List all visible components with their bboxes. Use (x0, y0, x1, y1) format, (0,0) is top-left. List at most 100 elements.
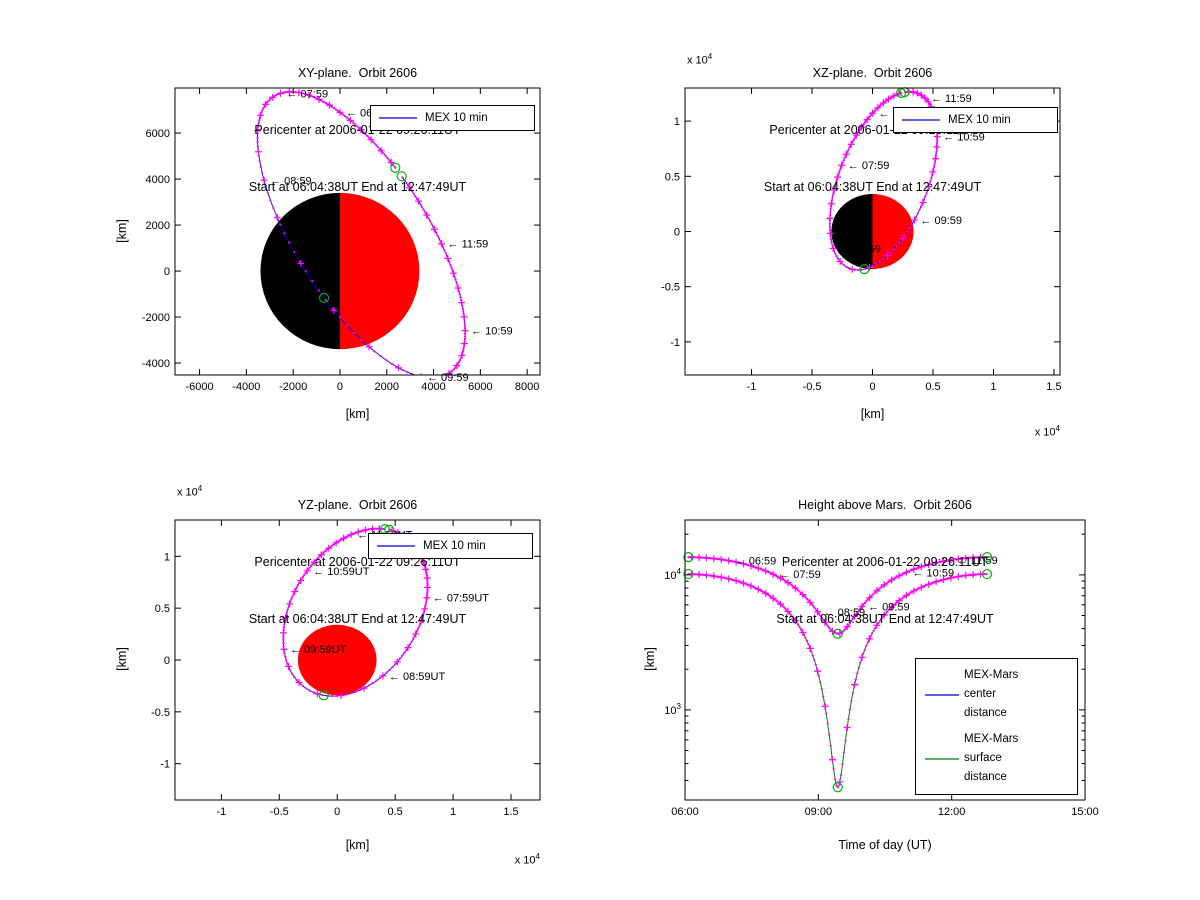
ten-min-marker (777, 574, 785, 582)
orbit-dot-marker (257, 125, 260, 128)
ten-min-marker (732, 558, 740, 566)
ten-min-marker (387, 158, 395, 166)
orbit-dot-marker (371, 682, 375, 685)
orbit-dot-marker (835, 180, 838, 183)
ten-min-marker (919, 199, 927, 207)
orbit-dot-marker (343, 114, 346, 117)
ten-min-marker (858, 653, 866, 661)
curve-dot-marker (850, 619, 853, 622)
orbit-dot-marker (304, 571, 307, 575)
orbit-dot-marker (410, 372, 414, 375)
orbit-dot-marker (419, 203, 422, 206)
title-line: Height above Mars. Orbit 2606 (798, 498, 972, 512)
event-marker (859, 264, 870, 275)
title-line: Start at 06:04:38UT End at 12:47:49UT (248, 180, 467, 194)
orbit-dot-marker (842, 264, 845, 267)
orbit-dot-marker (338, 316, 342, 319)
orbit-dot-marker (392, 164, 395, 167)
ten-min-marker (315, 96, 323, 104)
orbit-dot-marker (298, 581, 301, 585)
curve-dot-marker (828, 626, 831, 629)
ten-min-marker (762, 589, 770, 597)
ten-min-marker (279, 629, 287, 637)
curve-dot-marker (835, 784, 838, 787)
curve-dot-marker (804, 636, 807, 639)
ten-min-marker (325, 544, 333, 552)
tick-label: -0.5 (803, 381, 822, 393)
curve-dot-marker (842, 629, 846, 632)
ten-min-marker (357, 126, 365, 134)
ten-min-marker (361, 526, 369, 534)
orbit-dot-marker (285, 659, 288, 662)
curve-dot-marker (828, 733, 831, 736)
curve-dot-marker (836, 786, 840, 789)
orbit-dot-marker (426, 592, 429, 595)
orbit-dot-marker (345, 324, 349, 327)
ten-min-marker (395, 364, 403, 372)
curve-dot-marker (788, 611, 791, 614)
ten-min-marker (865, 594, 873, 602)
orbit-dot-marker (385, 359, 388, 362)
curve-dot-marker (841, 763, 844, 766)
curve-dot-marker (810, 650, 813, 653)
ten-min-marker (895, 597, 903, 605)
ten-min-marker (828, 627, 836, 635)
curve-dot-marker (829, 628, 832, 631)
orbit-dot-marker (385, 671, 388, 674)
orbit-dot-marker (412, 192, 415, 195)
ten-min-marker (260, 176, 268, 184)
orbit-dot-marker (918, 208, 921, 212)
curve-dot-marker (792, 585, 795, 588)
ten-min-marker (858, 123, 866, 131)
ten-min-marker (865, 635, 873, 643)
ten-min-marker (933, 133, 941, 141)
orbit-dot-marker (394, 663, 397, 666)
orbit-dot-marker (403, 651, 406, 654)
orbit-dot-marker (311, 279, 314, 283)
orbit-dot-marker (458, 359, 462, 362)
legend-line-icon (377, 545, 415, 547)
time-annotation: ← 07:59UT (433, 593, 490, 605)
curve-dot-marker (869, 595, 872, 598)
exponent-power: 4 (197, 484, 203, 493)
tick-label: 0.5 (388, 806, 403, 818)
curve-dot-marker (894, 602, 897, 605)
orbit-dot-marker (324, 101, 327, 105)
ten-min-marker (873, 587, 881, 595)
orbit-dot-marker (426, 582, 429, 585)
curve-dot-marker (814, 663, 817, 667)
curve-dot-marker (850, 699, 853, 703)
orbit-dot-marker (463, 324, 467, 327)
orbit-dot-marker (916, 212, 919, 215)
ten-min-marker (375, 525, 383, 533)
ten-min-marker (417, 617, 425, 625)
ten-min-marker (754, 585, 762, 593)
orbit-dot-marker (388, 668, 391, 671)
orbit-dot-marker (388, 159, 391, 162)
ten-min-marker (257, 111, 265, 119)
ten-min-marker (284, 662, 292, 670)
orbit-dot-marker (374, 143, 377, 146)
orbit-dot-marker (258, 119, 261, 122)
orbit-dot-marker (330, 105, 334, 108)
orbit-dot-marker (394, 166, 397, 169)
ten-min-marker (969, 571, 977, 579)
ten-min-marker (929, 168, 937, 176)
orbit-dot-marker (292, 593, 295, 596)
ten-min-marker (806, 598, 814, 606)
ten-min-marker (851, 681, 859, 689)
curve-dot-marker (825, 622, 828, 625)
orbit-dot-marker (838, 170, 841, 173)
ten-min-marker (422, 565, 430, 573)
tick-label: 0 (337, 381, 343, 393)
ten-min-marker (367, 136, 375, 144)
curve-dot-marker (825, 712, 828, 715)
title-line: Start at 06:04:38UT End at 12:47:49UT (776, 612, 994, 626)
ten-min-marker (262, 100, 270, 108)
chart-height-ylabel: [km] (643, 647, 657, 671)
curve-dot-marker (854, 613, 857, 616)
curve-dot-marker (854, 678, 857, 681)
orbit-dot-marker (301, 684, 304, 687)
ten-min-marker (814, 608, 822, 616)
